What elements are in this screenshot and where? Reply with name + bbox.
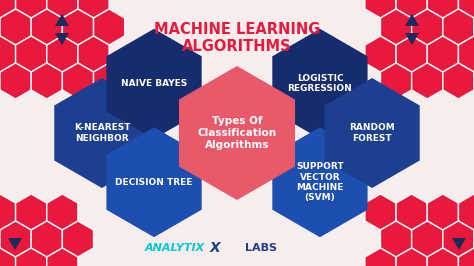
Text: NAIVE BAYES: NAIVE BAYES (121, 79, 187, 88)
Polygon shape (8, 238, 22, 250)
Text: SUPPORT
VECTOR
MACHINE
(SVM): SUPPORT VECTOR MACHINE (SVM) (296, 162, 344, 202)
Polygon shape (55, 78, 149, 188)
Polygon shape (427, 36, 458, 72)
Polygon shape (396, 194, 427, 230)
Polygon shape (396, 248, 427, 266)
Polygon shape (16, 194, 47, 230)
Polygon shape (411, 221, 443, 257)
Polygon shape (452, 238, 466, 250)
Polygon shape (63, 63, 93, 99)
Polygon shape (0, 36, 16, 72)
Text: DECISION TREE: DECISION TREE (115, 178, 193, 187)
Polygon shape (325, 78, 419, 188)
Text: ANALYTIX: ANALYTIX (145, 243, 205, 253)
Text: LABS: LABS (245, 243, 277, 253)
Polygon shape (0, 221, 31, 257)
Polygon shape (365, 0, 396, 18)
Polygon shape (31, 221, 63, 257)
Polygon shape (411, 63, 443, 99)
Polygon shape (458, 0, 474, 18)
Polygon shape (16, 248, 47, 266)
Polygon shape (0, 63, 31, 99)
Polygon shape (381, 9, 411, 45)
Polygon shape (179, 66, 295, 200)
Polygon shape (31, 9, 63, 45)
Polygon shape (427, 194, 458, 230)
Text: RANDOM
FOREST: RANDOM FOREST (349, 123, 395, 143)
Polygon shape (47, 194, 78, 230)
Polygon shape (396, 36, 427, 72)
Polygon shape (31, 63, 63, 99)
Polygon shape (0, 0, 16, 18)
Text: Types Of
Classification
Algorithms: Types Of Classification Algorithms (198, 116, 276, 150)
Polygon shape (93, 9, 125, 45)
Polygon shape (458, 36, 474, 72)
Text: K-NEAREST
NEIGHBOR: K-NEAREST NEIGHBOR (73, 123, 130, 143)
Text: X: X (210, 241, 221, 255)
Polygon shape (47, 36, 78, 72)
Polygon shape (63, 221, 93, 257)
Text: MACHINE LEARNING
ALGORITHMS: MACHINE LEARNING ALGORITHMS (154, 22, 320, 54)
Polygon shape (16, 0, 47, 18)
Polygon shape (0, 194, 16, 230)
Polygon shape (396, 0, 427, 18)
Polygon shape (78, 0, 109, 18)
Polygon shape (381, 63, 411, 99)
Polygon shape (0, 9, 31, 45)
Polygon shape (16, 36, 47, 72)
Polygon shape (93, 63, 125, 99)
Polygon shape (405, 14, 419, 26)
Polygon shape (427, 248, 458, 266)
Polygon shape (443, 221, 474, 257)
Polygon shape (411, 9, 443, 45)
Polygon shape (55, 14, 69, 26)
Text: LOGISTIC
REGRESSION: LOGISTIC REGRESSION (288, 74, 352, 93)
Polygon shape (107, 127, 201, 237)
Polygon shape (443, 63, 474, 99)
Polygon shape (365, 194, 396, 230)
Polygon shape (47, 248, 78, 266)
Polygon shape (443, 9, 474, 45)
Polygon shape (405, 33, 419, 45)
Polygon shape (55, 33, 69, 45)
Polygon shape (273, 127, 367, 237)
Polygon shape (273, 29, 367, 139)
Polygon shape (63, 9, 93, 45)
Polygon shape (427, 0, 458, 18)
Polygon shape (365, 36, 396, 72)
Polygon shape (78, 36, 109, 72)
Polygon shape (365, 248, 396, 266)
Polygon shape (47, 0, 78, 18)
Polygon shape (381, 221, 411, 257)
Polygon shape (458, 248, 474, 266)
Polygon shape (0, 248, 16, 266)
Polygon shape (458, 194, 474, 230)
Polygon shape (107, 29, 201, 139)
